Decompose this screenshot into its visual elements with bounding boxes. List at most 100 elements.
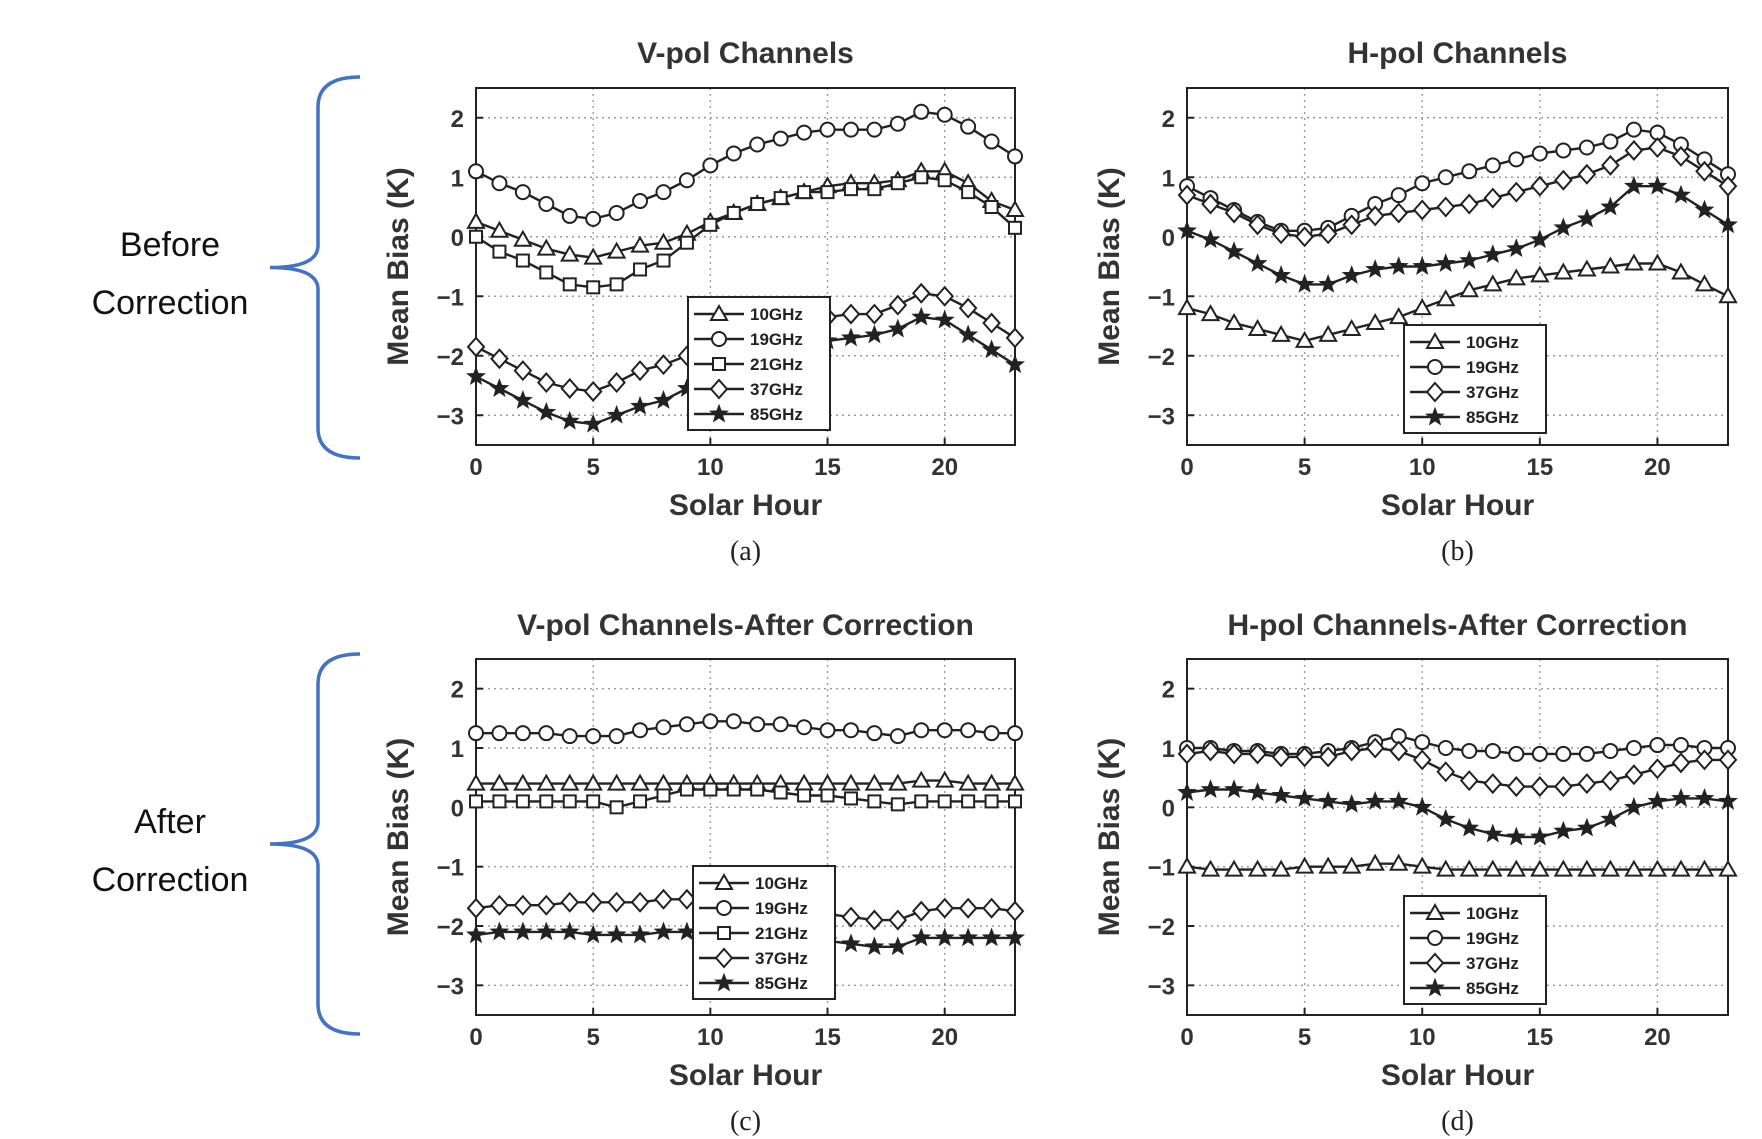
star-marker xyxy=(653,389,674,409)
square-marker xyxy=(586,794,601,809)
square-marker xyxy=(539,794,554,809)
square-marker xyxy=(656,788,671,803)
y-tick-label: −1 xyxy=(437,284,464,311)
star-marker xyxy=(1600,196,1621,216)
diamond-marker xyxy=(1201,193,1220,215)
star-marker xyxy=(583,413,604,433)
triangle-marker xyxy=(1530,859,1550,877)
chart-panel: H-pol Channels 0 5 10 15 20 −3 −2 −1 0 1 2 Solar Hou… xyxy=(1093,37,1738,567)
triangle-marker xyxy=(1365,313,1385,331)
circle-marker xyxy=(819,121,836,138)
star-marker xyxy=(1341,264,1362,284)
diamond-marker xyxy=(1365,737,1385,759)
circle-marker xyxy=(1531,745,1548,762)
x-tick-label: 0 xyxy=(469,1024,482,1051)
star-marker xyxy=(1425,977,1445,997)
series-10GHz xyxy=(466,770,1025,791)
star-marker xyxy=(841,327,861,347)
star-marker xyxy=(911,306,932,326)
square-marker xyxy=(609,800,624,815)
diamond-marker xyxy=(583,380,603,402)
star-marker xyxy=(1177,782,1197,801)
diamond-marker xyxy=(714,947,734,969)
legend-label: 10GHz xyxy=(755,874,808,893)
diamond-marker xyxy=(1177,184,1197,206)
circle-marker xyxy=(772,130,789,147)
circle-marker xyxy=(655,184,672,201)
triangle-marker xyxy=(1483,859,1503,877)
x-axis-label: Solar Hour xyxy=(669,489,823,522)
diamond-marker xyxy=(466,897,486,919)
star-marker xyxy=(606,924,627,944)
y-axis-label: Mean Bias (K) xyxy=(382,167,415,365)
series-line xyxy=(476,788,1015,809)
circle-marker xyxy=(1578,139,1595,156)
triangle-marker xyxy=(560,244,580,262)
star-marker xyxy=(1271,264,1291,284)
star-marker xyxy=(512,921,533,941)
star-marker xyxy=(1341,793,1362,813)
triangle-marker xyxy=(1412,298,1432,316)
square-marker xyxy=(773,785,788,800)
diamond-marker xyxy=(630,891,650,913)
x-axis-label: Solar Hour xyxy=(1381,489,1535,522)
square-marker xyxy=(984,200,999,214)
diamond-marker xyxy=(709,378,729,400)
star-marker xyxy=(1576,817,1597,837)
chart-title: V-pol Channels-After Correction xyxy=(517,609,974,642)
diamond-marker xyxy=(1342,214,1361,236)
square-marker xyxy=(843,182,858,197)
diamond-marker xyxy=(1201,740,1220,762)
circle-marker xyxy=(1578,745,1595,762)
star-marker xyxy=(1435,253,1456,272)
square-marker xyxy=(937,794,952,809)
circle-marker xyxy=(678,716,695,733)
legend-label: 21GHz xyxy=(750,355,803,374)
triangle-marker xyxy=(1294,330,1315,348)
circle-marker xyxy=(1508,745,1525,762)
circle-marker xyxy=(1531,145,1548,162)
square-marker xyxy=(961,794,976,809)
series-line xyxy=(476,720,1015,738)
star-marker xyxy=(630,395,650,415)
star-marker xyxy=(1459,250,1480,269)
star-marker xyxy=(1671,184,1691,204)
square-marker xyxy=(726,782,741,797)
triangle-marker xyxy=(536,238,557,256)
circle-marker xyxy=(491,175,508,192)
diamond-marker xyxy=(865,909,884,931)
triangle-marker xyxy=(1577,259,1597,277)
star-marker xyxy=(1412,256,1433,275)
diamond-marker xyxy=(1671,145,1691,167)
star-marker xyxy=(559,921,580,941)
legend-label: 10GHz xyxy=(1466,333,1519,352)
diamond-marker xyxy=(958,297,978,319)
diamond-marker xyxy=(560,891,580,913)
square-marker xyxy=(633,262,648,277)
circle-marker xyxy=(468,163,484,180)
y-tick-label: −2 xyxy=(1148,344,1175,371)
triangle-marker xyxy=(1530,265,1550,283)
series-line xyxy=(475,170,1016,259)
star-marker xyxy=(1388,790,1409,810)
diamond-marker xyxy=(982,897,1001,919)
bracket-label-line: After xyxy=(134,803,206,841)
star-marker xyxy=(981,927,1002,947)
series-line xyxy=(1186,146,1729,239)
x-tick-label: 5 xyxy=(586,454,599,481)
star-marker xyxy=(934,309,955,329)
y-tick-label: 1 xyxy=(1162,165,1175,192)
star-marker xyxy=(714,972,734,992)
x-tick-label: 20 xyxy=(931,1024,958,1051)
bracket-label-line: Correction xyxy=(92,284,249,322)
x-tick-label: 0 xyxy=(469,454,482,481)
diamond-marker xyxy=(1695,160,1714,182)
star-marker xyxy=(653,921,674,941)
diamond-marker xyxy=(1318,223,1338,245)
x-tick-label: 20 xyxy=(1644,1024,1671,1051)
star-marker xyxy=(630,924,650,944)
circle-marker xyxy=(514,184,531,201)
triangle-marker xyxy=(1624,859,1644,877)
